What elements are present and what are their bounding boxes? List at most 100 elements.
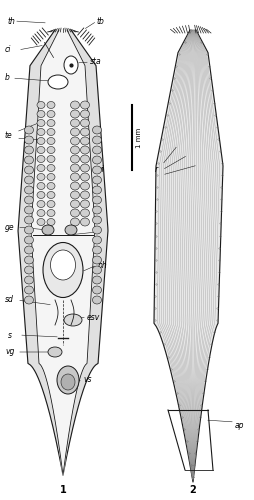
Ellipse shape <box>47 156 55 162</box>
Ellipse shape <box>92 216 102 224</box>
Ellipse shape <box>81 209 89 217</box>
Text: tb: tb <box>97 16 105 26</box>
Ellipse shape <box>24 246 34 254</box>
Ellipse shape <box>47 182 55 190</box>
Ellipse shape <box>81 164 89 172</box>
Ellipse shape <box>48 75 68 89</box>
Ellipse shape <box>37 164 45 172</box>
Ellipse shape <box>47 210 55 216</box>
Ellipse shape <box>37 102 45 108</box>
Ellipse shape <box>47 120 55 126</box>
Text: vs: vs <box>83 376 91 384</box>
Ellipse shape <box>24 136 34 144</box>
Ellipse shape <box>24 216 34 224</box>
Ellipse shape <box>37 156 45 162</box>
Ellipse shape <box>71 200 80 208</box>
Ellipse shape <box>92 226 102 234</box>
Ellipse shape <box>37 192 45 198</box>
Ellipse shape <box>71 182 80 190</box>
Ellipse shape <box>71 110 80 118</box>
Ellipse shape <box>24 146 34 154</box>
Ellipse shape <box>71 101 80 109</box>
Ellipse shape <box>71 209 80 217</box>
Ellipse shape <box>24 256 34 264</box>
Ellipse shape <box>81 101 89 109</box>
Polygon shape <box>18 30 108 475</box>
Ellipse shape <box>24 236 34 244</box>
Ellipse shape <box>92 256 102 264</box>
Ellipse shape <box>92 266 102 274</box>
Ellipse shape <box>24 166 34 174</box>
Ellipse shape <box>47 174 55 180</box>
Ellipse shape <box>47 138 55 144</box>
Ellipse shape <box>81 200 89 208</box>
Ellipse shape <box>81 173 89 181</box>
Ellipse shape <box>37 146 45 154</box>
Text: sd: sd <box>5 296 14 304</box>
Ellipse shape <box>81 218 89 226</box>
Ellipse shape <box>81 119 89 127</box>
Text: ph: ph <box>97 260 107 270</box>
Polygon shape <box>31 30 95 475</box>
Ellipse shape <box>51 250 75 280</box>
Ellipse shape <box>92 176 102 184</box>
Ellipse shape <box>81 155 89 163</box>
Polygon shape <box>154 30 223 482</box>
Ellipse shape <box>92 236 102 244</box>
Ellipse shape <box>37 218 45 226</box>
Ellipse shape <box>81 137 89 145</box>
Ellipse shape <box>47 128 55 136</box>
Text: ge: ge <box>5 222 15 232</box>
Ellipse shape <box>37 110 45 117</box>
Ellipse shape <box>24 266 34 274</box>
Ellipse shape <box>47 218 55 226</box>
Text: th: th <box>8 16 16 26</box>
Ellipse shape <box>92 196 102 204</box>
Ellipse shape <box>64 56 78 74</box>
Ellipse shape <box>64 314 82 326</box>
Ellipse shape <box>57 366 79 394</box>
Ellipse shape <box>47 192 55 198</box>
Ellipse shape <box>24 296 34 304</box>
Ellipse shape <box>37 120 45 126</box>
Ellipse shape <box>24 176 34 184</box>
Text: sta: sta <box>90 58 102 66</box>
Ellipse shape <box>48 347 62 357</box>
Ellipse shape <box>37 174 45 180</box>
Text: r: r <box>155 166 158 174</box>
Ellipse shape <box>92 136 102 144</box>
Ellipse shape <box>92 246 102 254</box>
Ellipse shape <box>24 126 34 134</box>
Text: ci: ci <box>5 46 11 54</box>
Ellipse shape <box>24 226 34 234</box>
Ellipse shape <box>65 225 77 235</box>
Ellipse shape <box>37 210 45 216</box>
Ellipse shape <box>24 156 34 164</box>
Ellipse shape <box>71 146 80 154</box>
Ellipse shape <box>92 166 102 174</box>
Text: s: s <box>8 330 12 340</box>
Text: ap: ap <box>235 420 245 430</box>
Ellipse shape <box>24 286 34 294</box>
Ellipse shape <box>71 173 80 181</box>
Ellipse shape <box>24 196 34 204</box>
Ellipse shape <box>47 146 55 154</box>
Ellipse shape <box>71 155 80 163</box>
Ellipse shape <box>47 164 55 172</box>
Ellipse shape <box>37 138 45 144</box>
Ellipse shape <box>24 186 34 194</box>
Ellipse shape <box>37 182 45 190</box>
Text: i: i <box>97 228 99 236</box>
Ellipse shape <box>81 128 89 136</box>
Ellipse shape <box>37 128 45 136</box>
Ellipse shape <box>43 242 83 298</box>
Text: 2: 2 <box>190 485 196 495</box>
Ellipse shape <box>92 276 102 284</box>
Ellipse shape <box>24 276 34 284</box>
Ellipse shape <box>71 137 80 145</box>
Ellipse shape <box>37 200 45 207</box>
Ellipse shape <box>81 146 89 154</box>
Ellipse shape <box>92 156 102 164</box>
Ellipse shape <box>92 146 102 154</box>
Text: b: b <box>5 74 10 82</box>
